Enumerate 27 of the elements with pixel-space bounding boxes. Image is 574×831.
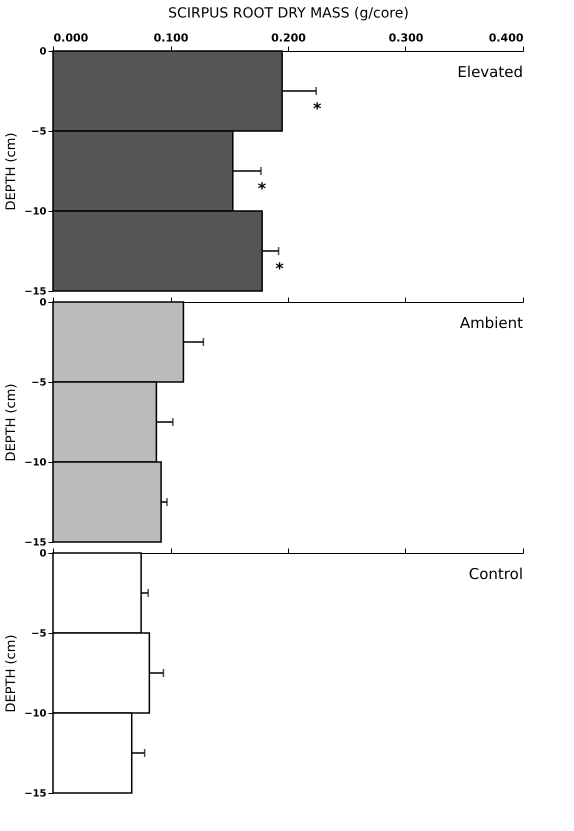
y-tick-label: −10: [24, 206, 47, 218]
text: Control: [468, 565, 523, 583]
annotation: *: [313, 99, 322, 118]
x-axis-title: SCIRPUS ROOT DRY MASS (g/core): [168, 6, 409, 22]
y-tick-label: −5: [31, 126, 47, 138]
y-axis-title: DEPTH (cm): [4, 384, 20, 462]
y-tick-label: −5: [31, 378, 47, 388]
y-tick-label: −15: [24, 788, 47, 800]
y-tick-label: −10: [24, 708, 47, 720]
y-tick-label: 0: [40, 46, 47, 58]
y-tick-label: −5: [31, 628, 47, 640]
y-axis-title: DEPTH (cm): [4, 634, 20, 712]
text: Ambient: [460, 314, 524, 332]
x-tick-label: 0.100: [154, 32, 189, 44]
y-tick-label: −15: [24, 538, 47, 548]
y-tick-label: 0: [40, 548, 47, 560]
x-tick-label: 0.400: [488, 32, 524, 44]
y-tick-label: 0: [40, 298, 47, 308]
x-tick-label: 0.000: [54, 32, 89, 44]
annotation: *: [275, 259, 284, 278]
annotation: *: [258, 179, 267, 198]
y-tick-label: −15: [24, 286, 47, 298]
x-tick-label: 0.300: [388, 32, 424, 44]
y-tick-label: −10: [24, 458, 47, 468]
x-tick-label: 0.200: [271, 32, 306, 44]
text: Elevated: [457, 63, 523, 81]
y-axis-title: DEPTH (cm): [4, 132, 20, 210]
